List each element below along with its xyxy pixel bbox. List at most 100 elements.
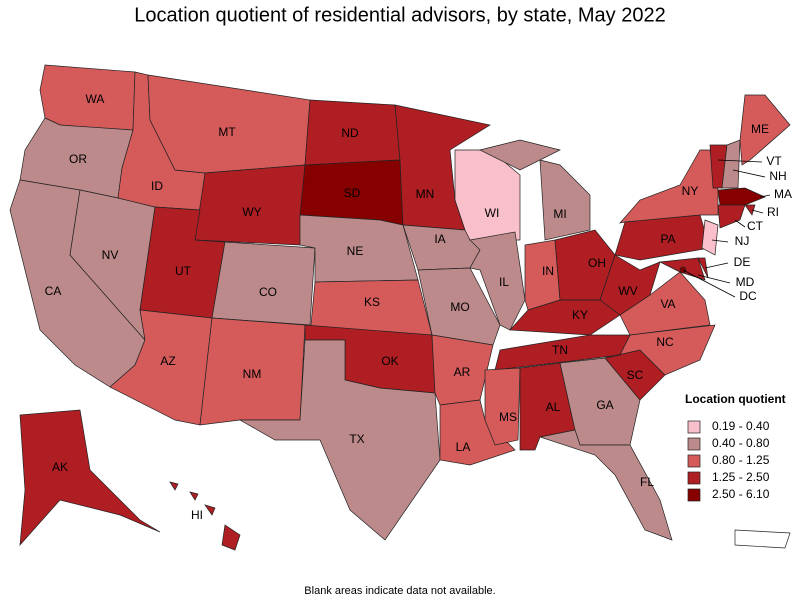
state (417, 267, 501, 346)
state (538, 429, 673, 541)
leader-line (682, 269, 736, 298)
leader-line (711, 239, 729, 243)
state-label: NV (102, 248, 119, 262)
state-label: HI (191, 508, 203, 522)
state-label: FL (640, 475, 654, 489)
state-label: VT (766, 154, 782, 168)
state-label: TN (552, 343, 568, 357)
state-label: NE (347, 244, 364, 258)
state (169, 481, 179, 491)
legend-swatch (687, 471, 701, 485)
leader-line (732, 169, 766, 178)
leader-line (734, 219, 746, 228)
leader-line (697, 274, 731, 284)
legend-label: 0.19 - 0.40 (712, 419, 770, 433)
state (717, 204, 746, 229)
state-label: NH (769, 169, 786, 183)
note: Blank areas indicate data not available. (304, 585, 495, 597)
state-label: KS (364, 295, 380, 309)
state-label: ID (151, 179, 163, 193)
state (717, 187, 766, 206)
state-label: NC (656, 335, 674, 349)
state-label: IN (542, 264, 554, 278)
state-label: IL (499, 275, 509, 289)
title: Location quotient of residential advisor… (134, 4, 665, 26)
state (204, 504, 216, 516)
state-label: WA (86, 92, 105, 106)
legend: Location quotient 0.19 - 0.40 0.40 - 0.8… (685, 392, 786, 502)
state-label: OR (69, 152, 87, 166)
state-label: PA (660, 232, 675, 246)
state-label: MN (416, 187, 435, 201)
state-label: WI (485, 206, 500, 220)
state-label: GA (596, 398, 613, 412)
state-label: AK (52, 460, 68, 474)
legend-label: 0.40 - 0.80 (712, 436, 770, 450)
legend-label: 1.25 - 2.50 (712, 470, 770, 484)
state-label: ME (751, 122, 769, 136)
state (619, 149, 719, 224)
state-label: UT (175, 264, 192, 278)
state-label: CA (45, 284, 62, 298)
leader-line (759, 194, 771, 198)
state (221, 524, 241, 551)
leader-line (751, 209, 764, 214)
leader-lines (682, 159, 771, 298)
state (147, 74, 311, 174)
state-label: MI (553, 207, 566, 221)
state (469, 231, 526, 331)
state-label: WV (618, 284, 637, 298)
state-label: RI (767, 205, 779, 219)
legend-label: 0.80 - 1.25 (712, 453, 770, 467)
state (701, 219, 719, 256)
state (19, 409, 161, 547)
state-label: OH (588, 256, 606, 270)
state (238, 339, 441, 541)
state-label: MA (774, 187, 792, 201)
state-label: CT (747, 219, 764, 233)
state-label: NM (243, 367, 262, 381)
state (484, 367, 521, 446)
state-label: SC (627, 368, 644, 382)
leader-line (717, 159, 763, 163)
state-label: OK (381, 354, 398, 368)
state-label: LA (456, 440, 471, 454)
state-label: NY (682, 184, 699, 198)
state-label: AZ (160, 354, 175, 368)
state-label: VA (660, 297, 675, 311)
legend-title: Location quotient (685, 392, 786, 406)
state (439, 399, 516, 466)
state-label: MO (450, 300, 469, 314)
legend-swatch (687, 437, 701, 451)
state-label: WY (242, 205, 261, 219)
state (478, 139, 562, 171)
state-label: CO (259, 285, 277, 299)
state-label: MS (499, 410, 517, 424)
state-label: DC (739, 289, 757, 303)
legend-label: 2.50 - 6.10 (712, 487, 770, 501)
state (739, 94, 791, 166)
state (211, 241, 316, 326)
state-label: NJ (735, 234, 750, 248)
states (9, 64, 791, 551)
state-label: AL (546, 400, 561, 414)
state (189, 491, 199, 501)
state-label: SD (344, 186, 361, 200)
state (539, 159, 591, 241)
state-label: TX (349, 432, 364, 446)
legend-swatch (687, 420, 701, 434)
state-label: IA (434, 232, 445, 246)
state-labels: WA OR CA NV ID MT WY UT AZ CO NM ND SD N… (45, 92, 792, 522)
legend-swatch (687, 488, 701, 502)
leader-line (704, 262, 729, 269)
state-label: DE (734, 255, 751, 269)
state-label: MT (218, 125, 236, 139)
state-label: MD (736, 275, 755, 289)
puerto-rico (734, 529, 791, 549)
state-label: ND (341, 126, 359, 140)
state (721, 139, 741, 189)
legend-swatch (687, 454, 701, 468)
state-label: KY (572, 308, 588, 322)
state-label: AR (454, 365, 471, 379)
